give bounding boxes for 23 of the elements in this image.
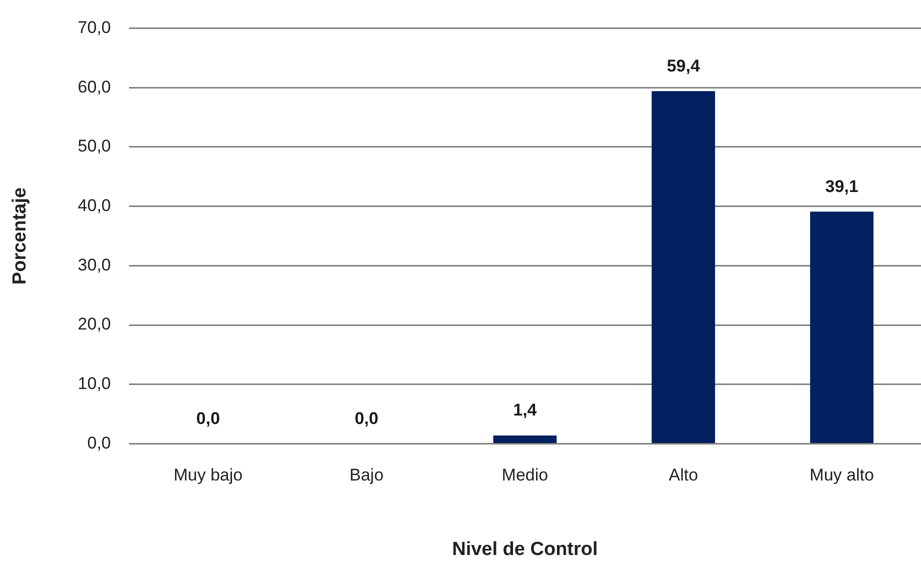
data-label: 39,1 xyxy=(825,176,858,196)
data-label: 0,0 xyxy=(196,408,220,428)
bar xyxy=(810,212,874,444)
y-tick-label: 60,0 xyxy=(78,77,111,96)
x-tick-label: Bajo xyxy=(350,466,384,485)
x-axis-title: Nivel de Control xyxy=(452,538,598,560)
y-tick-label: 30,0 xyxy=(78,255,111,274)
data-label: 59,4 xyxy=(666,56,700,76)
data-label: 1,4 xyxy=(513,400,538,420)
y-tick-label: 0,0 xyxy=(87,433,111,452)
bar xyxy=(493,435,557,444)
x-tick-label: Medio xyxy=(502,466,548,485)
y-tick-label: 50,0 xyxy=(78,136,111,156)
y-tick-label: 10,0 xyxy=(78,374,111,394)
bar xyxy=(652,91,716,444)
x-tick-label: Muy bajo xyxy=(174,466,243,485)
x-tick-label: Muy alto xyxy=(810,466,874,485)
data-label: 0,0 xyxy=(354,408,378,428)
y-tick-label: 40,0 xyxy=(78,196,111,215)
y-axis-title: Porcentaje xyxy=(10,187,31,285)
y-tick-label: 70,0 xyxy=(78,18,111,37)
x-tick-label: Alto xyxy=(668,466,698,485)
y-tick-label: 20,0 xyxy=(78,314,111,334)
